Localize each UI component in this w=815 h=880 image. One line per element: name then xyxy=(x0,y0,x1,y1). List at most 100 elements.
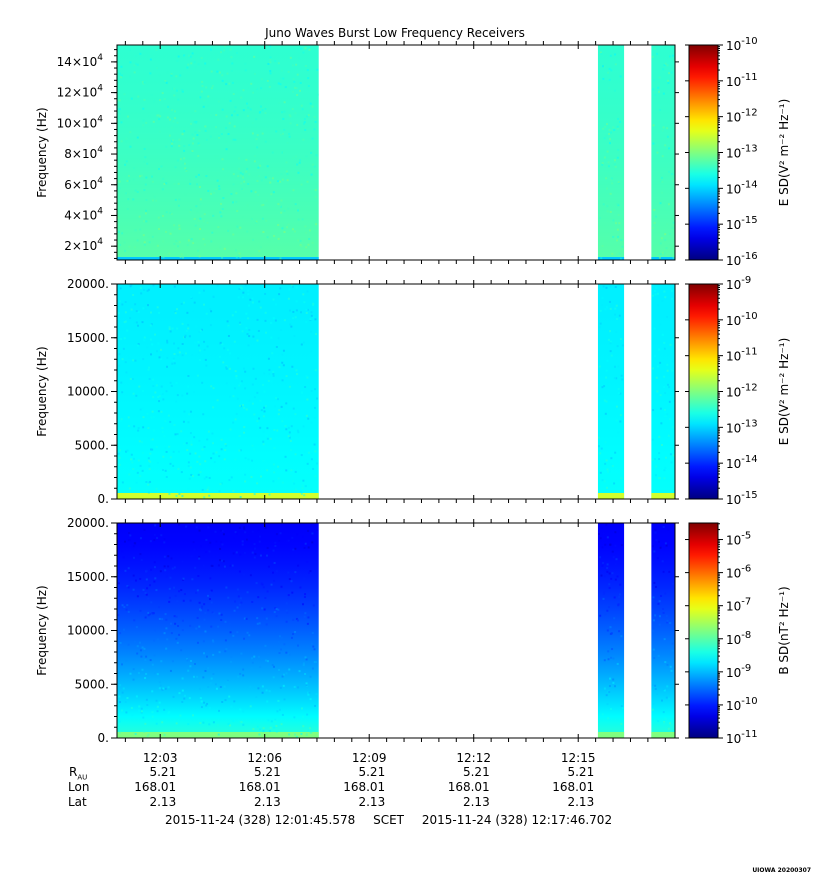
y-tick-label: 20000. xyxy=(67,516,109,530)
colorbar-label: B SD(nT² Hz⁻¹) xyxy=(777,586,791,674)
colorbar-label: E SD(V² m⁻² Hz⁻¹) xyxy=(777,338,791,446)
y-tick-label: 4×104 xyxy=(64,206,103,222)
spectrogram-data-block xyxy=(651,45,676,260)
spectrogram-baseline-band xyxy=(651,732,676,738)
colorbar-tick-label: 10-14 xyxy=(726,179,758,196)
ephemeris-value: 5.21 xyxy=(253,765,281,779)
y-axis-label: Frequency (Hz) xyxy=(35,585,49,676)
colorbar-tick-label: 10-11 xyxy=(726,72,758,89)
ephem-label-r: RAU xyxy=(69,765,87,781)
y-tick-label: 15000. xyxy=(67,331,109,345)
spectrogram-data-block xyxy=(597,284,625,499)
spectrogram-baseline-band xyxy=(597,493,625,499)
spectrogram-data-block xyxy=(116,523,319,738)
version-stamp: UIOWA 20200307 xyxy=(752,867,811,874)
colorbar-tick-label: 10-7 xyxy=(726,597,751,614)
ephemeris-value: 2.13 xyxy=(253,795,281,809)
ephem-label-lon: Lon xyxy=(68,780,90,794)
ephem-r-label: R xyxy=(69,765,78,779)
spectrogram-noise xyxy=(116,45,676,260)
colorbar-tick-label: 10-16 xyxy=(726,251,758,268)
y-tick-label: 0. xyxy=(98,731,109,745)
y-tick-label: 15000. xyxy=(67,570,109,584)
spectrogram-data-block xyxy=(651,523,676,738)
y-axis-label: Frequency (Hz) xyxy=(35,107,49,198)
spectrogram-baseline-band xyxy=(116,493,319,499)
y-tick-label: 6×104 xyxy=(64,176,103,192)
x-tick-label: 12:09 xyxy=(352,751,387,765)
ephemeris-value: 5.21 xyxy=(149,765,177,779)
spectrogram-baseline-band xyxy=(116,257,319,260)
spectrogram-data-block xyxy=(116,284,319,499)
spectrogram-baseline-band xyxy=(116,732,319,738)
colorbar-tick-label: 10-15 xyxy=(726,490,758,507)
y-tick-label: 12×104 xyxy=(57,84,104,100)
spectrogram-panel-2: 0. 5000. 10000. 15000. 20000. Frequency (Hz) 1… xyxy=(35,275,791,507)
ephemeris-value: 5.21 xyxy=(358,765,386,779)
spectrogram-panel-1: 2×104 4×104 6×104 8×104 10×104 12×104 14×104 Fr… xyxy=(35,36,791,268)
ephemeris-value: 2.13 xyxy=(149,795,177,809)
colorbar-tick-label: 10-10 xyxy=(726,696,758,713)
y-tick-label: 5000. xyxy=(75,677,109,691)
x-tick-label: 12:15 xyxy=(561,751,596,765)
ephemeris-value: 5.21 xyxy=(567,765,595,779)
colorbar-tick-label: 10-8 xyxy=(726,630,751,647)
colorbar-tick-label: 10-5 xyxy=(726,531,751,548)
y-tick-label: 10×104 xyxy=(57,114,104,130)
footer-frame: SCET xyxy=(373,813,404,827)
footer-start-time: 2015-11-24 (328) 12:01:45.578 xyxy=(165,813,356,827)
spectrogram-baseline-band xyxy=(597,732,625,738)
spectrogram-noise xyxy=(116,523,675,738)
y-tick-label: 20000. xyxy=(67,277,109,291)
spectrogram-baseline-band xyxy=(651,493,676,499)
panel-frame xyxy=(116,44,676,261)
colorbar-tick-label: 10-9 xyxy=(726,275,751,292)
ephemeris-value: 168.01 xyxy=(447,780,490,794)
colorbar-tick-label: 10-10 xyxy=(726,311,758,328)
ephem-label-lat: Lat xyxy=(68,795,87,809)
colorbar-1: 10-16 10-15 10-14 10-13 10-12 10-11 10-10 E SD(… xyxy=(685,36,791,268)
y-tick-label: 5000. xyxy=(75,438,109,452)
y-tick-label: 8×104 xyxy=(64,145,103,161)
colorbar-3: 10-11 10-10 10-9 10-8 10-7 10-6 10-5 B SD(nT² H… xyxy=(685,522,791,746)
y-axis-label: Frequency (Hz) xyxy=(35,346,49,437)
colorbar-2: 10-15 10-14 10-13 10-12 10-11 10-10 10-9 E SD(V… xyxy=(685,275,791,507)
ephemeris-value: 168.01 xyxy=(343,780,386,794)
colorbar-tick-label: 10-13 xyxy=(726,144,758,161)
colorbar-tick-label: 10-10 xyxy=(726,36,758,53)
ephemeris-value: 5.21 xyxy=(462,765,490,779)
footer-end-time: 2015-11-24 (328) 12:17:46.702 xyxy=(421,813,613,827)
x-tick-label: 12:12 xyxy=(456,751,491,765)
spectrogram-panel-3: 0. 5000. 10000. 15000. 20000. Frequency (Hz) 1… xyxy=(35,516,791,746)
y-tick-label: 10000. xyxy=(67,385,109,399)
x-tick-labels: 12:03 12:06 12:09 12:12 12:15 xyxy=(143,751,596,765)
ephemeris-value: 168.01 xyxy=(134,780,177,794)
y-tick-label: 2×104 xyxy=(64,237,103,253)
colorbar-tick-label: 10-15 xyxy=(726,215,758,232)
y-tick-label: 10000. xyxy=(67,624,109,638)
x-tick-label: 12:03 xyxy=(143,751,178,765)
ephemeris-value: 2.13 xyxy=(567,795,595,809)
colorbar-tick-label: 10-12 xyxy=(726,383,758,400)
colorbar-tick-label: 10-11 xyxy=(726,729,758,746)
ephemeris-value: 2.13 xyxy=(462,795,490,809)
spectrogram-baseline-band xyxy=(597,257,625,260)
ephemeris-value: 2.13 xyxy=(358,795,386,809)
y-tick-label: 0. xyxy=(98,492,109,506)
ephemeris-value: 168.01 xyxy=(552,780,595,794)
colorbar-tick-label: 10-12 xyxy=(726,108,758,125)
colorbar-tick-label: 10-6 xyxy=(726,564,751,581)
y-tick-label: 14×104 xyxy=(57,53,104,69)
x-tick-label: 12:06 xyxy=(247,751,282,765)
ephemeris-value: 168.01 xyxy=(238,780,281,794)
spectrogram-data-block xyxy=(597,523,625,738)
spectrogram-noise xyxy=(117,284,675,499)
spectrogram-data-block xyxy=(116,45,319,260)
colorbar-label: E SD(V² m⁻² Hz⁻¹) xyxy=(777,99,791,207)
spectrogram-baseline-band xyxy=(651,257,676,260)
colorbar-tick-label: 10-14 xyxy=(726,454,758,471)
ephem-r-sub: AU xyxy=(77,773,88,782)
chart-title: Juno Waves Burst Low Frequency Receivers xyxy=(264,26,525,40)
colorbar-tick-label: 10-13 xyxy=(726,418,758,435)
